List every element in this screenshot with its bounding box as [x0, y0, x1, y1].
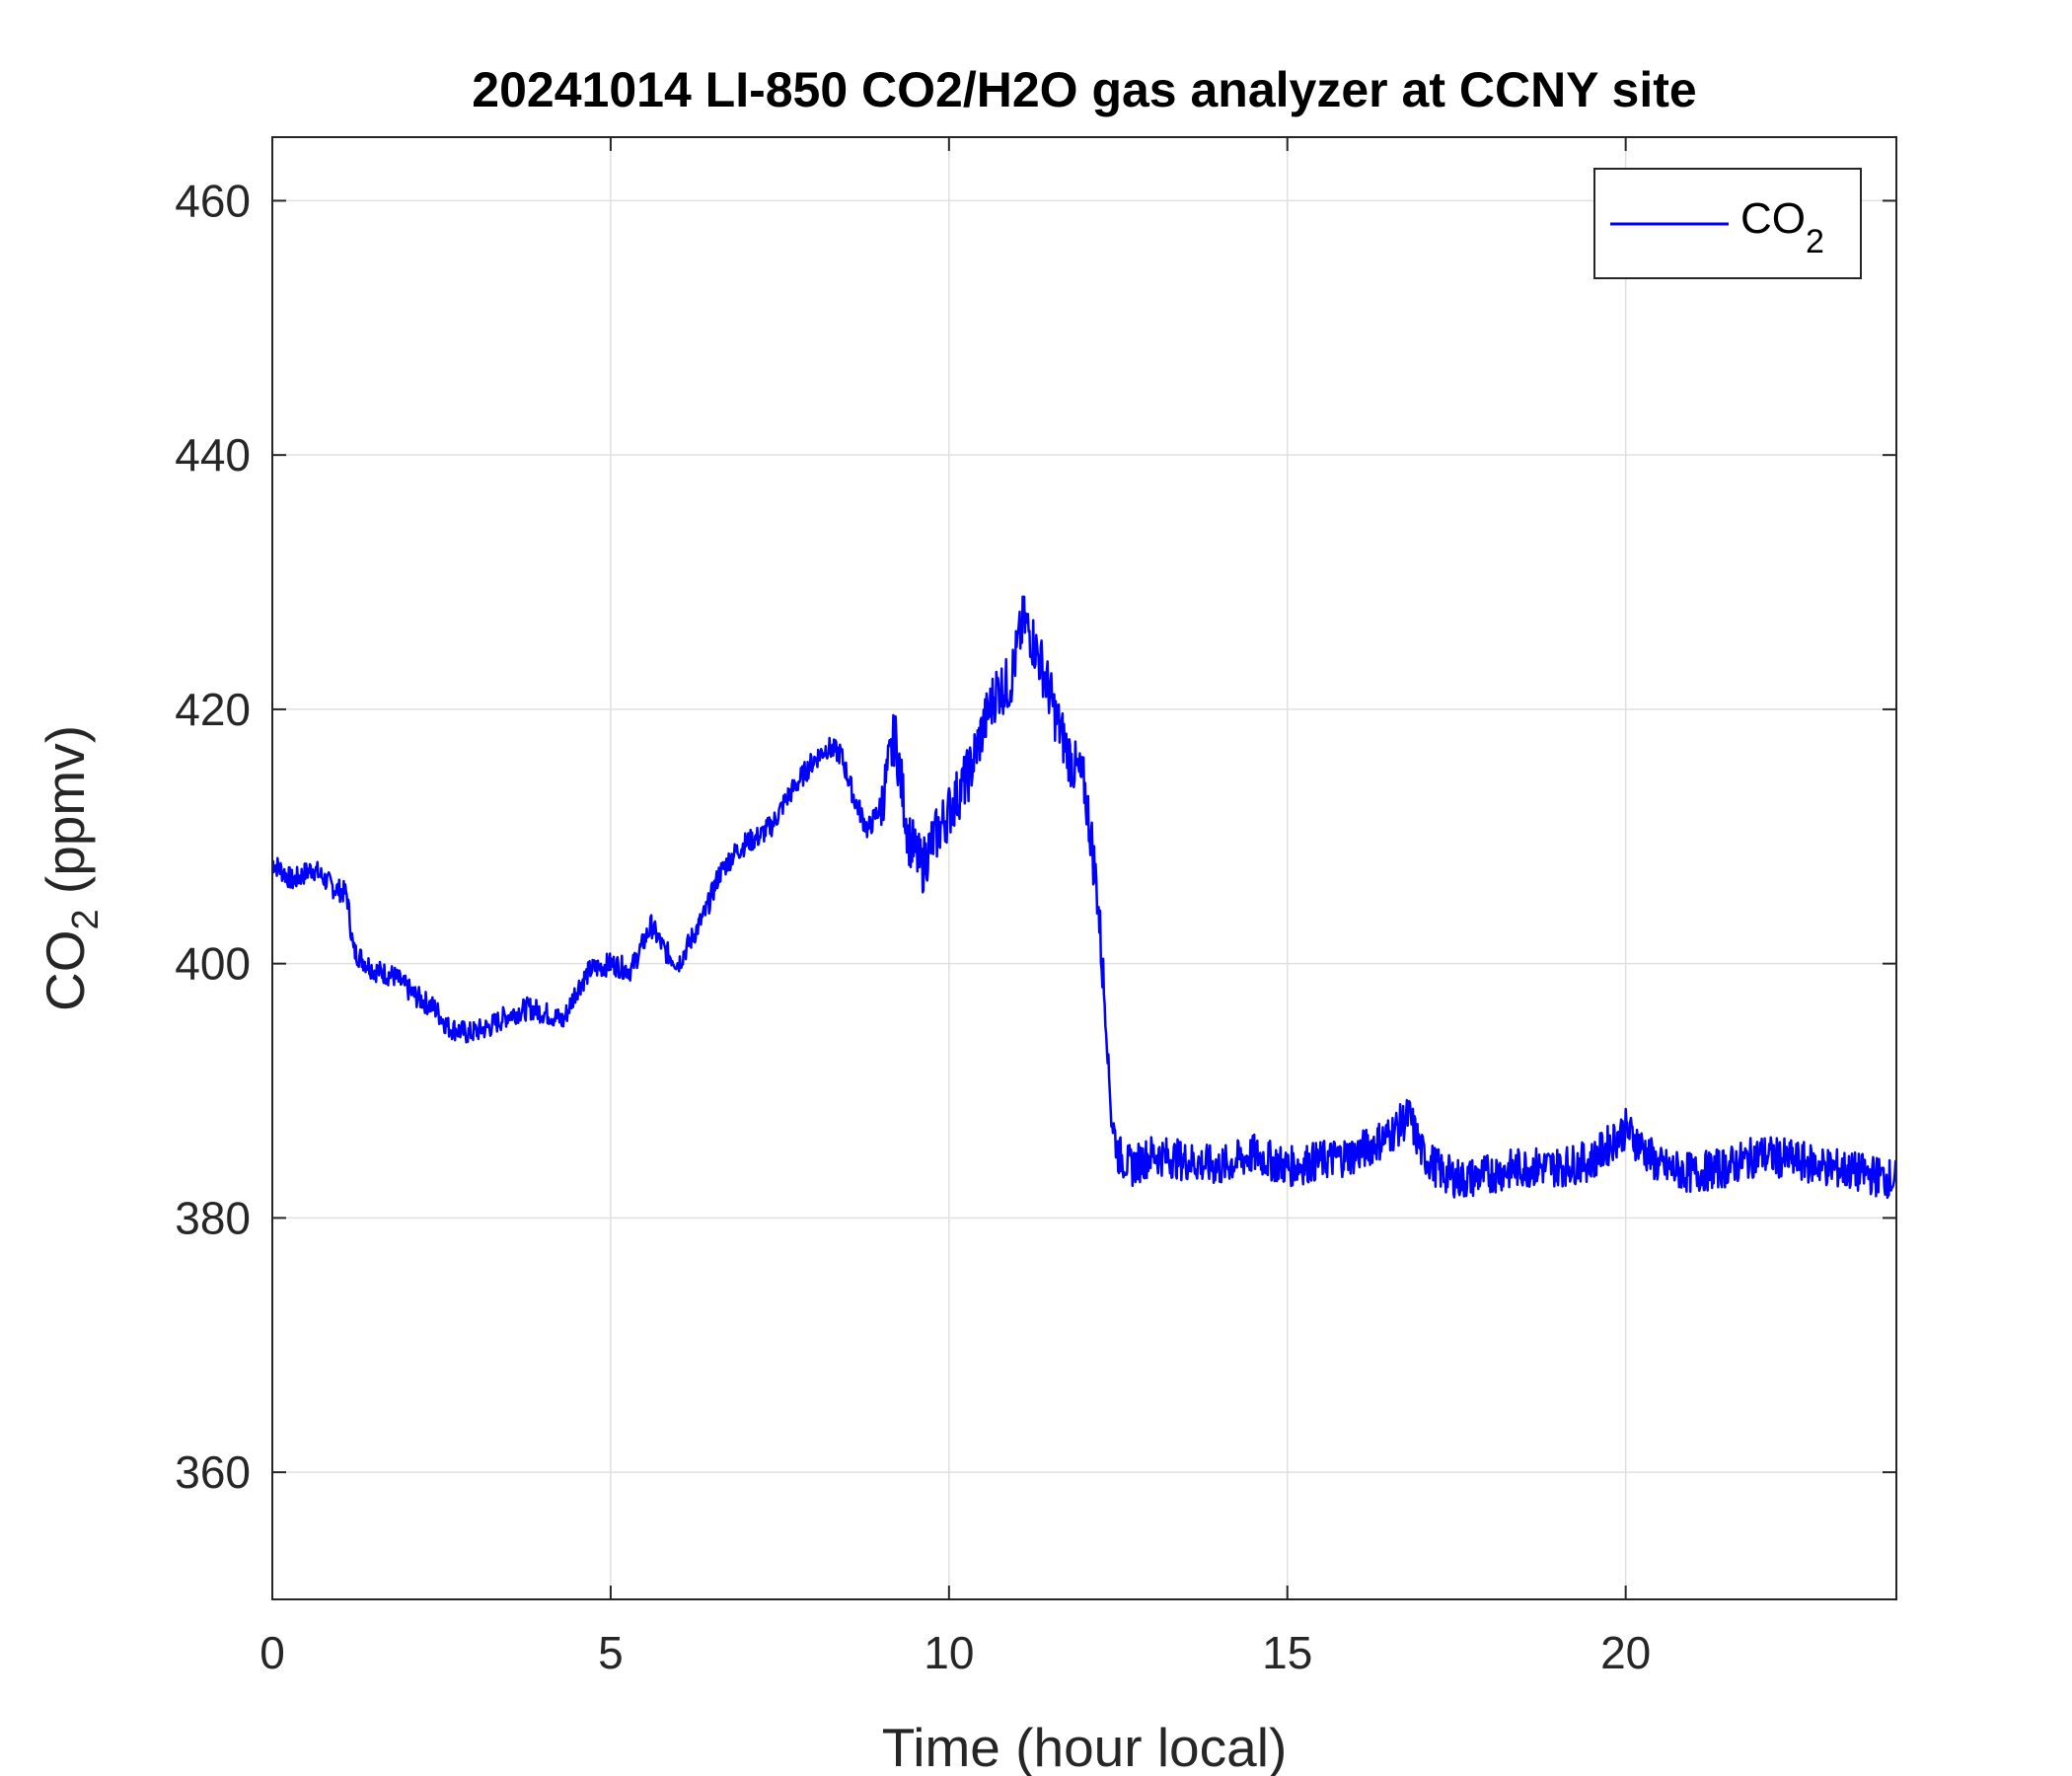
x-tick-label: 15 [1262, 1627, 1312, 1678]
legend-label-co2: CO2 [1740, 194, 1824, 260]
axis-ticks [271, 137, 1896, 1599]
series-line-co2 [272, 595, 1896, 1200]
chart-title: 20241014 LI-850 CO2/H2O gas analyzer at … [472, 62, 1696, 117]
x-tick-labels: 0 5 10 15 20 [259, 1627, 1651, 1678]
legend-label-subscript: 2 [1806, 223, 1824, 260]
x-axis-label: Time (hour local) [882, 1717, 1288, 1776]
y-tick-label: 420 [175, 684, 251, 735]
y-axis-label-subscript: 2 [65, 909, 107, 929]
y-axis-label-unit: (ppmv) [35, 725, 96, 909]
y-tick-label: 380 [175, 1192, 251, 1243]
plot-area-frame [271, 136, 1897, 1600]
x-tick-label: 5 [598, 1627, 624, 1678]
x-tick-label: 10 [924, 1627, 974, 1678]
x-tick-label: 20 [1600, 1627, 1651, 1678]
y-axis-label-main: CO [35, 930, 96, 1012]
y-tick-label: 440 [175, 429, 251, 481]
y-tick-label: 360 [175, 1446, 251, 1498]
y-tick-labels: 360 380 400 420 440 460 [175, 175, 251, 1498]
y-axis-label: CO2 (ppmv) [35, 725, 107, 1011]
y-tick-label: 460 [175, 175, 251, 226]
legend: CO2 [1593, 168, 1862, 279]
y-tick-label: 400 [175, 938, 251, 990]
x-tick-label: 0 [259, 1627, 285, 1678]
legend-label-main: CO [1740, 194, 1806, 243]
